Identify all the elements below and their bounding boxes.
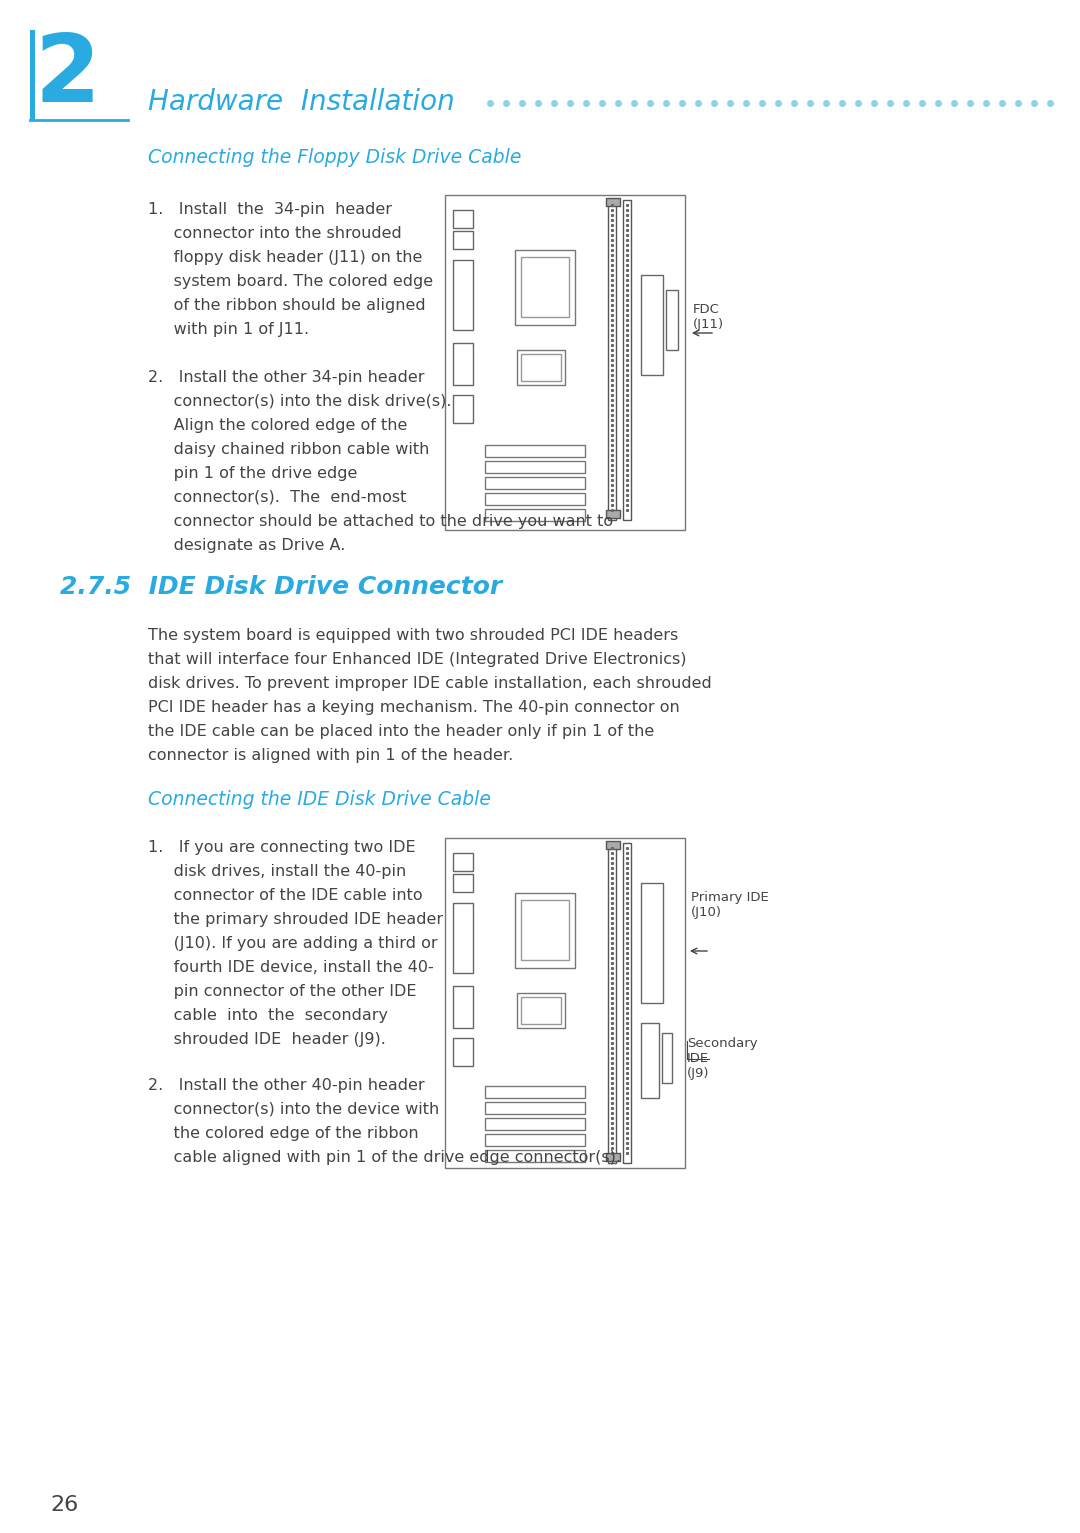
Text: cable aligned with pin 1 of the drive edge connector(s).: cable aligned with pin 1 of the drive ed… [148,1150,621,1165]
Bar [485,477,585,489]
Bar [453,852,473,871]
Text: 2.   Install the other 34-pin header: 2. Install the other 34-pin header [148,369,424,385]
Text: designate as Drive A.: designate as Drive A. [148,538,346,553]
Bar [606,198,620,205]
Bar [642,274,663,376]
Bar [453,343,473,385]
Bar [521,258,569,317]
Bar [517,350,565,385]
Bar [30,31,35,120]
Bar [485,1085,585,1098]
Bar [453,986,473,1029]
Bar [515,250,575,325]
Text: Connecting the Floppy Disk Drive Cable: Connecting the Floppy Disk Drive Cable [148,149,522,167]
Bar [608,843,616,1164]
Bar [642,1023,659,1098]
Bar [485,1118,585,1130]
Text: pin 1 of the drive edge: pin 1 of the drive edge [148,466,357,481]
Text: 1.   Install  the  34-pin  header: 1. Install the 34-pin header [148,202,392,218]
Bar [521,996,561,1024]
Text: 1.   If you are connecting two IDE: 1. If you are connecting two IDE [148,840,416,855]
Text: 2.   Install the other 40-pin header: 2. Install the other 40-pin header [148,1078,424,1093]
Text: Secondary
IDE
(J9): Secondary IDE (J9) [687,1036,758,1081]
Text: connector of the IDE cable into: connector of the IDE cable into [148,888,422,903]
Bar [453,1038,473,1065]
Text: the primary shrouded IDE header: the primary shrouded IDE header [148,912,443,927]
Bar [606,842,620,849]
Bar [485,445,585,457]
Bar [485,461,585,474]
Bar [485,494,585,504]
Bar [453,396,473,423]
Text: Primary IDE
(J10): Primary IDE (J10) [691,891,769,918]
Bar [485,1102,585,1114]
Bar [453,903,473,973]
Bar [608,199,616,520]
Bar [623,843,631,1164]
Text: (J10). If you are adding a third or: (J10). If you are adding a third or [148,937,437,950]
Text: the IDE cable can be placed into the header only if pin 1 of the: the IDE cable can be placed into the hea… [148,724,654,739]
Bar [515,894,575,967]
Text: disk drives, install the 40-pin: disk drives, install the 40-pin [148,865,406,878]
Text: PCI IDE header has a keying mechanism. The 40-pin connector on: PCI IDE header has a keying mechanism. T… [148,701,679,714]
Text: with pin 1 of J11.: with pin 1 of J11. [148,322,309,337]
Text: shrouded IDE  header (J9).: shrouded IDE header (J9). [148,1032,386,1047]
Text: connector(s) into the disk drive(s).: connector(s) into the disk drive(s). [148,394,451,409]
Text: daisy chained ribbon cable with: daisy chained ribbon cable with [148,442,430,457]
Text: connector is aligned with pin 1 of the header.: connector is aligned with pin 1 of the h… [148,748,513,763]
Text: connector(s).  The  end-most: connector(s). The end-most [148,491,406,504]
Text: cable  into  the  secondary: cable into the secondary [148,1009,388,1023]
Text: that will interface four Enhanced IDE (Integrated Drive Electronics): that will interface four Enhanced IDE (I… [148,652,687,667]
Text: 26: 26 [50,1495,78,1515]
Text: connector should be attached to the drive you want to: connector should be attached to the driv… [148,514,613,529]
Text: the colored edge of the ribbon: the colored edge of the ribbon [148,1127,419,1141]
Text: pin connector of the other IDE: pin connector of the other IDE [148,984,417,1000]
Text: of the ribbon should be aligned: of the ribbon should be aligned [148,297,426,313]
Bar [662,1033,672,1082]
Bar [485,509,585,521]
Bar [606,510,620,518]
Bar [517,993,565,1029]
Bar [642,883,663,1003]
Bar [453,874,473,892]
Bar [485,1134,585,1147]
Bar [453,231,473,248]
Bar [606,1153,620,1160]
Bar [445,195,685,530]
Text: system board. The colored edge: system board. The colored edge [148,274,433,290]
Text: disk drives. To prevent improper IDE cable installation, each shrouded: disk drives. To prevent improper IDE cab… [148,676,712,691]
Text: connector(s) into the device with: connector(s) into the device with [148,1102,440,1118]
Text: Hardware  Installation: Hardware Installation [148,87,455,117]
Text: Align the colored edge of the: Align the colored edge of the [148,419,407,432]
Text: fourth IDE device, install the 40-: fourth IDE device, install the 40- [148,960,434,975]
Bar [521,354,561,382]
Text: FDC
(J11): FDC (J11) [693,304,724,331]
Bar [521,900,569,960]
Text: 2: 2 [35,31,100,123]
Bar [485,1150,585,1162]
Text: floppy disk header (J11) on the: floppy disk header (J11) on the [148,250,422,265]
Text: Connecting the IDE Disk Drive Cable: Connecting the IDE Disk Drive Cable [148,789,491,809]
Text: connector into the shrouded: connector into the shrouded [148,225,402,241]
Bar [445,839,685,1168]
Bar [453,261,473,330]
Text: The system board is equipped with two shrouded PCI IDE headers: The system board is equipped with two sh… [148,629,678,642]
Text: 2.7.5  IDE Disk Drive Connector: 2.7.5 IDE Disk Drive Connector [60,575,502,599]
Bar [623,199,631,520]
Bar [453,210,473,228]
Bar [666,290,678,350]
